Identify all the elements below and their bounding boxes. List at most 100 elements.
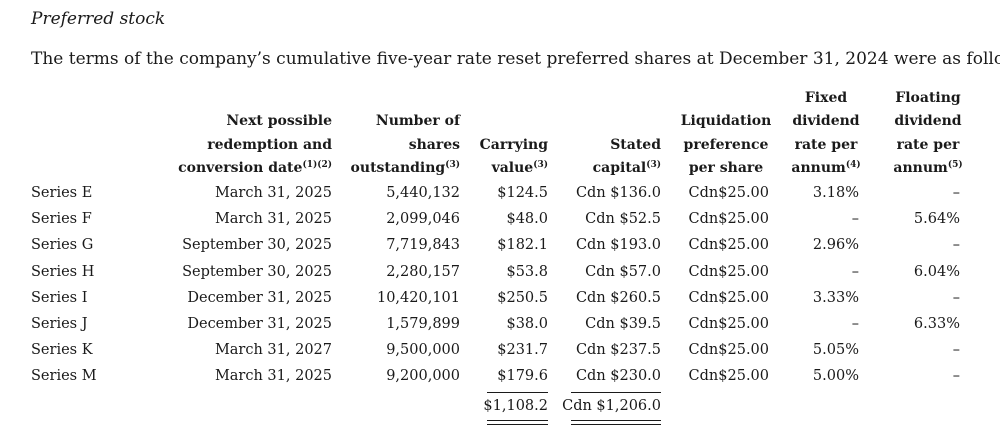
header-shares-footnote: (3) (445, 160, 460, 170)
header-fixed-line1: Fixed (804, 89, 848, 106)
table-row: Series E March 31, 2025 5,440,132 $124.5 Cdn… (0, 185, 1000, 211)
cell-carrying: $250.5 (497, 289, 548, 306)
header-shares-line1: Number of (375, 113, 460, 129)
cell-series: Series G (31, 237, 94, 254)
cell-fixed: 2.96% (812, 237, 859, 254)
header-carrying-line2: value(3) (491, 160, 548, 176)
cell-stated: Cdn $57.0 (585, 263, 661, 280)
intro-text: The terms of the company’s cumulative fi… (31, 49, 1000, 69)
cell-fixed: – (851, 263, 859, 280)
header-carrying: Carrying value(3) (480, 134, 548, 181)
total-carrying: $1,108.2 (483, 398, 548, 414)
cell-shares: 2,280,157 (386, 263, 460, 280)
header-stated-footnote: (3) (646, 160, 661, 170)
header-liquidation-line1: Liquidation (680, 113, 772, 129)
header-floating: Floating dividend rate per annum(5) (882, 87, 974, 181)
cell-floating: – (952, 237, 960, 254)
cell-date: December 31, 2025 (187, 289, 332, 306)
header-fixed-line2: dividend (792, 113, 860, 129)
cell-liquidation: Cdn$25.00 (688, 237, 769, 254)
header-shares-line2: shares (408, 136, 460, 153)
cell-date: September 30, 2025 (182, 237, 332, 254)
cell-fixed: 5.00% (812, 368, 859, 385)
header-date: Next possible redemption and conversion … (178, 110, 332, 181)
header-fixed-line4: annum(4) (791, 160, 861, 176)
cell-shares: 10,420,101 (376, 289, 460, 306)
cell-stated: Cdn $237.5 (575, 342, 661, 359)
cell-series: Series E (31, 185, 93, 201)
stated-double-underline-2 (571, 424, 661, 425)
cell-shares: 1,579,899 (386, 316, 460, 332)
header-floating-line4: annum(5) (893, 160, 963, 176)
cell-shares: 7,719,843 (386, 237, 460, 254)
cell-shares: 9,500,000 (386, 342, 460, 359)
header-floating-footnote: (5) (947, 160, 963, 170)
cell-shares: 9,200,000 (386, 368, 460, 385)
cell-date: March 31, 2027 (214, 342, 332, 359)
table-row: Series K March 31, 2027 9,500,000 $231.7 Cdn… (0, 342, 1000, 368)
header-shares: Number of shares outstanding(3) (351, 110, 460, 181)
cell-floating: 5.64% (913, 211, 960, 228)
carrying-double-underline-2 (487, 424, 548, 425)
cell-floating: 6.33% (913, 316, 960, 332)
cell-series: Series K (31, 342, 93, 359)
cell-carrying: $48.0 (506, 211, 548, 228)
carrying-double-underline-1 (487, 420, 548, 421)
cell-floating: – (952, 289, 960, 306)
cell-floating: 6.04% (913, 263, 960, 280)
header-floating-line2: dividend (894, 113, 962, 129)
header-stated: Stated capital(3) (593, 134, 661, 181)
table-row: Series H September 30, 2025 2,280,157 $53.8… (0, 264, 1000, 290)
header-date-line2: redemption and (207, 136, 332, 153)
cell-carrying: $182.1 (497, 237, 548, 254)
header-liquidation-line2: preference (683, 136, 769, 153)
cell-fixed: 3.18% (812, 185, 859, 201)
cell-stated: Cdn $52.5 (585, 211, 661, 228)
cell-stated: Cdn $39.5 (585, 316, 661, 332)
cell-series: Series I (31, 289, 88, 306)
cell-fixed: – (851, 316, 859, 332)
header-liquidation-line3: per share (688, 160, 764, 176)
header-shares-line3: outstanding(3) (350, 160, 460, 176)
cell-floating: – (952, 185, 960, 201)
header-stated-line2: capital(3) (592, 160, 661, 176)
cell-series: Series F (31, 211, 92, 228)
table-row: Series I December 31, 2025 10,420,101 $250.… (0, 290, 1000, 316)
cell-fixed: 3.33% (812, 289, 859, 306)
cell-liquidation: Cdn$25.00 (688, 342, 769, 359)
cell-liquidation: Cdn$25.00 (688, 263, 769, 280)
cell-liquidation: Cdn$25.00 (688, 368, 769, 385)
header-floating-line1: Floating (895, 89, 961, 106)
cell-floating: – (952, 368, 960, 385)
carrying-underline (487, 392, 548, 393)
cell-carrying: $38.0 (506, 316, 548, 332)
header-fixed-footnote: (4) (845, 160, 861, 170)
cell-stated: Cdn $260.5 (575, 289, 661, 306)
cell-carrying: $124.5 (497, 185, 548, 201)
header-carrying-line1: Carrying (479, 136, 548, 153)
cell-liquidation: Cdn$25.00 (688, 316, 769, 332)
table-row: Series M March 31, 2025 9,200,000 $179.6 Cdn… (0, 368, 1000, 394)
cell-liquidation: Cdn$25.00 (688, 211, 769, 228)
header-date-line3: conversion date(1)(2) (178, 160, 332, 176)
cell-date: September 30, 2025 (182, 263, 332, 280)
stated-underline (571, 392, 661, 393)
cell-carrying: $231.7 (497, 342, 548, 359)
header-floating-line3: rate per (896, 136, 960, 153)
cell-fixed: 5.05% (812, 342, 859, 359)
header-liquidation: Liquidation preference per share (676, 110, 776, 181)
header-stated-line1: Stated (610, 136, 661, 153)
header-fixed-line3: rate per (794, 136, 858, 153)
cell-series: Series H (31, 263, 95, 280)
cell-series: Series J (31, 316, 88, 332)
cell-stated: Cdn $230.0 (575, 368, 661, 385)
table-row: Series J December 31, 2025 1,579,899 $38.0 C… (0, 316, 1000, 342)
table-row: Series G September 30, 2025 7,719,843 $182.… (0, 237, 1000, 263)
header-date-footnote: (1)(2) (302, 160, 332, 170)
header-date-line1: Next possible (226, 113, 332, 129)
cell-shares: 2,099,046 (386, 211, 460, 228)
cell-stated: Cdn $136.0 (575, 185, 661, 201)
table-row: Series F March 31, 2025 2,099,046 $48.0 Cdn … (0, 211, 1000, 237)
cell-stated: Cdn $193.0 (575, 237, 661, 254)
cell-shares: 5,440,132 (386, 185, 460, 201)
